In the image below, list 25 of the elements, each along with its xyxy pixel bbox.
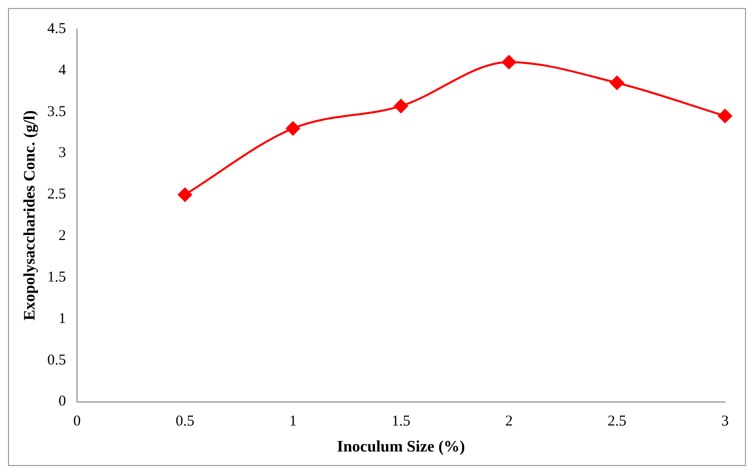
point [718, 108, 732, 123]
y-tick-label: 3 [58, 145, 66, 162]
y-tick-label: 4 [58, 62, 66, 78]
x-tick-label: 1.5 [392, 414, 410, 430]
x-tick-label: 2 [505, 414, 513, 430]
y-tick-label: 3.5 [47, 104, 66, 120]
x-tick-label: 0.5 [176, 414, 194, 430]
y-axis-title: Exopolysaccharides Conc. (g/l) [22, 110, 39, 321]
y-tick-label: 0.5 [47, 352, 66, 368]
point [394, 99, 408, 114]
y-tick-label: 2.5 [47, 186, 66, 203]
x-tick-label: 3 [721, 414, 729, 430]
y-tick-label: 0 [58, 394, 66, 410]
point [610, 76, 624, 90]
y-tick-label: 2 [58, 228, 66, 244]
x-tick-label: 2.5 [608, 414, 626, 430]
y-tick-label: 1 [58, 310, 66, 327]
y-tick-label: 1.5 [47, 269, 66, 286]
x-tick-label: 1 [289, 414, 297, 430]
x-tick-label: 0 [73, 414, 81, 430]
point [502, 55, 516, 70]
x-axis-title: Inoculum Size (%) [336, 438, 465, 456]
point [286, 121, 300, 136]
y-tick-label: 4.5 [47, 20, 66, 37]
point [178, 188, 192, 202]
